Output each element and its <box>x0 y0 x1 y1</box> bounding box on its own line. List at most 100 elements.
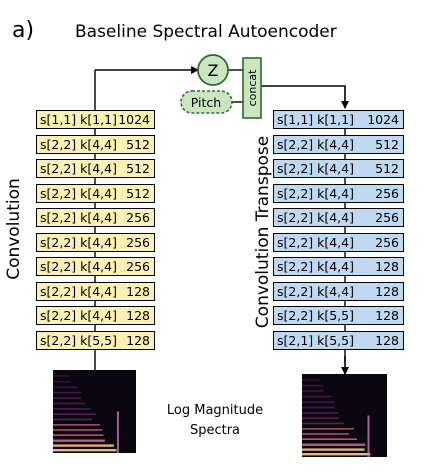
output-spectrogram <box>302 374 387 457</box>
decoder-layer: s[2,2] k[4,4] 128 <box>273 282 404 301</box>
encoder-layer-channels: 256 <box>126 234 150 251</box>
decoder-layer-spec: s[2,2] k[4,4] <box>277 136 354 153</box>
decoder-layer: s[2,2] k[5,5] 128 <box>273 306 404 325</box>
output-spectrogram-image <box>302 374 387 457</box>
decoder-layer-spec: s[2,2] k[4,4] <box>277 185 354 202</box>
decoder-layer-spec: s[2,2] k[4,4] <box>277 160 354 177</box>
spectrogram-harmonic <box>302 444 365 446</box>
spectrogram-harmonic <box>302 423 344 425</box>
decoder-layer-spec: s[1,1] k[1,1] <box>277 111 354 128</box>
decoder-layer-channels: 128 <box>375 258 399 275</box>
encoder-layer-channels: 512 <box>126 185 150 202</box>
spectrogram-harmonic <box>53 419 92 421</box>
spectrogram-harmonic <box>53 434 103 436</box>
pitch-label: Pitch <box>191 95 221 110</box>
encoder-layer: s[2,2] k[4,4] 128 <box>36 282 155 301</box>
latent-z-label: Z <box>208 61 219 80</box>
decoder-layer-spec: s[2,2] k[5,5] <box>277 307 354 324</box>
decoder-layer: s[2,2] k[4,4] 256 <box>273 184 404 203</box>
encoder-label: Convolution <box>4 164 24 294</box>
spectrogram-harmonic <box>53 386 77 388</box>
decoder-layer: s[2,2] k[4,4] 256 <box>273 208 404 227</box>
input-spectrogram <box>53 370 136 453</box>
encoder-layer-spec: s[2,2] k[4,4] <box>40 160 117 177</box>
spectrogram-release-streak <box>117 412 119 454</box>
decoder-layer-channels: 256 <box>375 209 399 226</box>
spectrogram-harmonic <box>302 417 339 419</box>
decoder-layer: s[2,2] k[4,4] 128 <box>273 257 404 276</box>
spectrogram-harmonic <box>53 413 96 415</box>
encoder-layer: s[2,2] k[4,4] 512 <box>36 184 155 203</box>
spectrogram-harmonic <box>302 438 357 440</box>
decoder-layer-spec: s[2,2] k[4,4] <box>277 283 354 300</box>
encoder-layer: s[2,2] k[4,4] 512 <box>36 159 155 178</box>
encoder-layer-channels: 512 <box>126 160 150 177</box>
spectrogram-harmonic <box>302 448 365 450</box>
encoder-layer: s[1,1] k[1,1] 1024 <box>36 110 155 129</box>
spectrogram-harmonic <box>53 424 100 426</box>
encoder-layer-channels: 256 <box>126 209 150 226</box>
encoder-layer: s[2,2] k[4,4] 256 <box>36 233 155 252</box>
spectrogram-harmonic <box>302 407 335 409</box>
encoder-layer: s[2,2] k[4,4] 128 <box>36 306 155 325</box>
spectrogram-harmonic <box>53 408 90 410</box>
spectrogram-harmonic <box>53 375 69 377</box>
encoder-layer-spec: s[2,2] k[4,4] <box>40 136 117 153</box>
decoder-layer-channels: 512 <box>375 160 399 177</box>
spectrogram-harmonic <box>53 444 114 446</box>
spectra-caption-line1: Log Magnitude <box>150 401 280 421</box>
spectrogram-harmonic <box>53 403 86 405</box>
encoder-layer: s[2,2] k[4,4] 256 <box>36 208 155 227</box>
encoder-layer-channels: 128 <box>126 332 150 349</box>
encoder-layer-channels: 128 <box>126 283 150 300</box>
concat-label: concat <box>246 69 259 107</box>
spectra-caption: Log Magnitude Spectra <box>150 401 280 441</box>
spectra-caption-line2: Spectra <box>150 421 280 441</box>
encoder-layer-spec: s[2,2] k[4,4] <box>40 283 117 300</box>
decoder-layer-spec: s[2,1] k[5,5] <box>277 332 354 349</box>
encoder-layer-spec: s[2,2] k[4,4] <box>40 209 117 226</box>
decoder-layer-channels: 256 <box>375 234 399 251</box>
spectrogram-harmonic <box>302 453 370 455</box>
spectrogram-harmonic <box>53 440 105 442</box>
decoder-layer-spec: s[2,2] k[4,4] <box>277 258 354 275</box>
decoder-layer: s[2,2] k[4,4] 256 <box>273 233 404 252</box>
spectrogram-harmonic <box>302 396 331 398</box>
decoder-layer: s[2,1] k[5,5] 128 <box>273 331 404 350</box>
decoder-layer-channels: 512 <box>375 136 399 153</box>
spectrogram-harmonic <box>302 390 324 392</box>
spectrogram-harmonic <box>302 428 354 430</box>
encoder-layer-spec: s[1,1] k[1,1] <box>40 111 117 128</box>
input-spectrogram-image <box>53 370 136 453</box>
spectrogram-harmonic <box>302 412 339 414</box>
encoder-layer-channels: 512 <box>126 136 150 153</box>
spectrogram-harmonic <box>302 401 335 403</box>
encoder-layer: s[2,2] k[5,5] 128 <box>36 331 155 350</box>
concat-to-decoder-arrow <box>261 86 345 108</box>
encoder-layer-channels: 256 <box>126 258 150 275</box>
decoder-layer-channels: 128 <box>375 283 399 300</box>
spectrogram-harmonic <box>302 379 320 381</box>
decoder-layer: s[2,2] k[4,4] 512 <box>273 135 404 154</box>
decoder-label: Convolution Transpose <box>253 132 273 332</box>
spectrogram-harmonic <box>53 397 81 399</box>
spectrogram-harmonic <box>53 449 116 451</box>
decoder-layer-channels: 128 <box>375 307 399 324</box>
decoder-layer: s[2,2] k[4,4] 512 <box>273 159 404 178</box>
encoder-layer-channels: 128 <box>126 307 150 324</box>
decoder-layer: s[1,1] k[1,1] 1024 <box>273 110 404 129</box>
encoder-layer-spec: s[2,2] k[4,4] <box>40 185 117 202</box>
spectrogram-harmonic <box>53 381 71 383</box>
spectrogram-harmonic <box>53 429 102 431</box>
spectrogram-release-streak <box>368 416 370 458</box>
spectrogram-harmonic <box>302 385 323 387</box>
decoder-layer-channels: 1024 <box>367 111 399 128</box>
decoder-layer-channels: 256 <box>375 185 399 202</box>
encoder-layer-spec: s[2,2] k[4,4] <box>40 258 117 275</box>
encoder-layer: s[2,2] k[4,4] 512 <box>36 135 155 154</box>
encoder-layer: s[2,2] k[4,4] 256 <box>36 257 155 276</box>
spectrogram-harmonic <box>53 392 81 394</box>
decoder-layer-spec: s[2,2] k[4,4] <box>277 234 354 251</box>
decoder-layer-spec: s[2,2] k[4,4] <box>277 209 354 226</box>
encoder-layer-spec: s[2,2] k[4,4] <box>40 307 117 324</box>
